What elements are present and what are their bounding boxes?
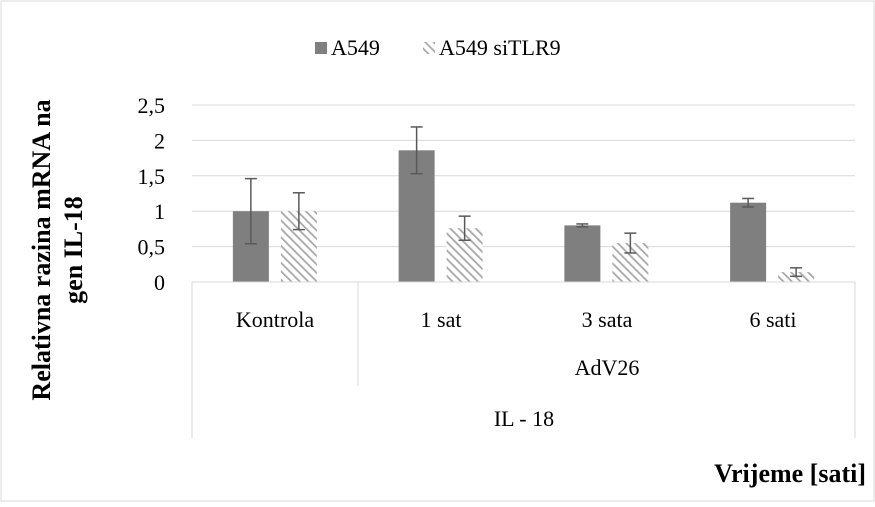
y-tick-label: 2,5 <box>138 93 166 118</box>
legend-label-a549: A549 <box>331 35 380 60</box>
y-axis-label: Relativna razina mRNA na gen IL-18 <box>27 99 88 400</box>
category-label-kontrola: Kontrola <box>236 307 314 332</box>
y-axis-label-line-2: gen IL-18 <box>59 196 88 304</box>
group-label-il-18: IL - 18 <box>494 406 554 431</box>
group-label-adv26: AdV26 <box>575 355 640 380</box>
x-axis-label: Vrijeme [sati] <box>714 459 866 488</box>
y-tick-label: 2 <box>154 128 165 153</box>
error-bars <box>244 126 803 278</box>
y-tick-label: 0 <box>154 270 165 295</box>
y-axis-ticks: 0 0,5 1 1,5 2 2,5 <box>138 93 166 295</box>
y-tick-label: 1 <box>154 199 165 224</box>
category-label-1-sat: 1 sat <box>421 307 462 332</box>
bar <box>564 225 601 282</box>
category-label-6-sati: 6 sati <box>749 307 796 332</box>
y-tick-label: 0,5 <box>138 235 166 260</box>
legend-swatch-a549 <box>315 42 327 54</box>
category-label-3-sata: 3 sata <box>582 307 633 332</box>
y-axis-label-line-1: Relativna razina mRNA na <box>27 99 56 400</box>
legend-label-a549-sitlr9: A549 siTLR9 <box>439 35 561 60</box>
y-tick-label: 1,5 <box>138 164 166 189</box>
bar <box>730 202 767 282</box>
x-axis <box>191 281 856 438</box>
legend-swatch-a549-sitlr9 <box>423 42 435 54</box>
legend: A549 A549 siTLR9 <box>315 35 561 60</box>
